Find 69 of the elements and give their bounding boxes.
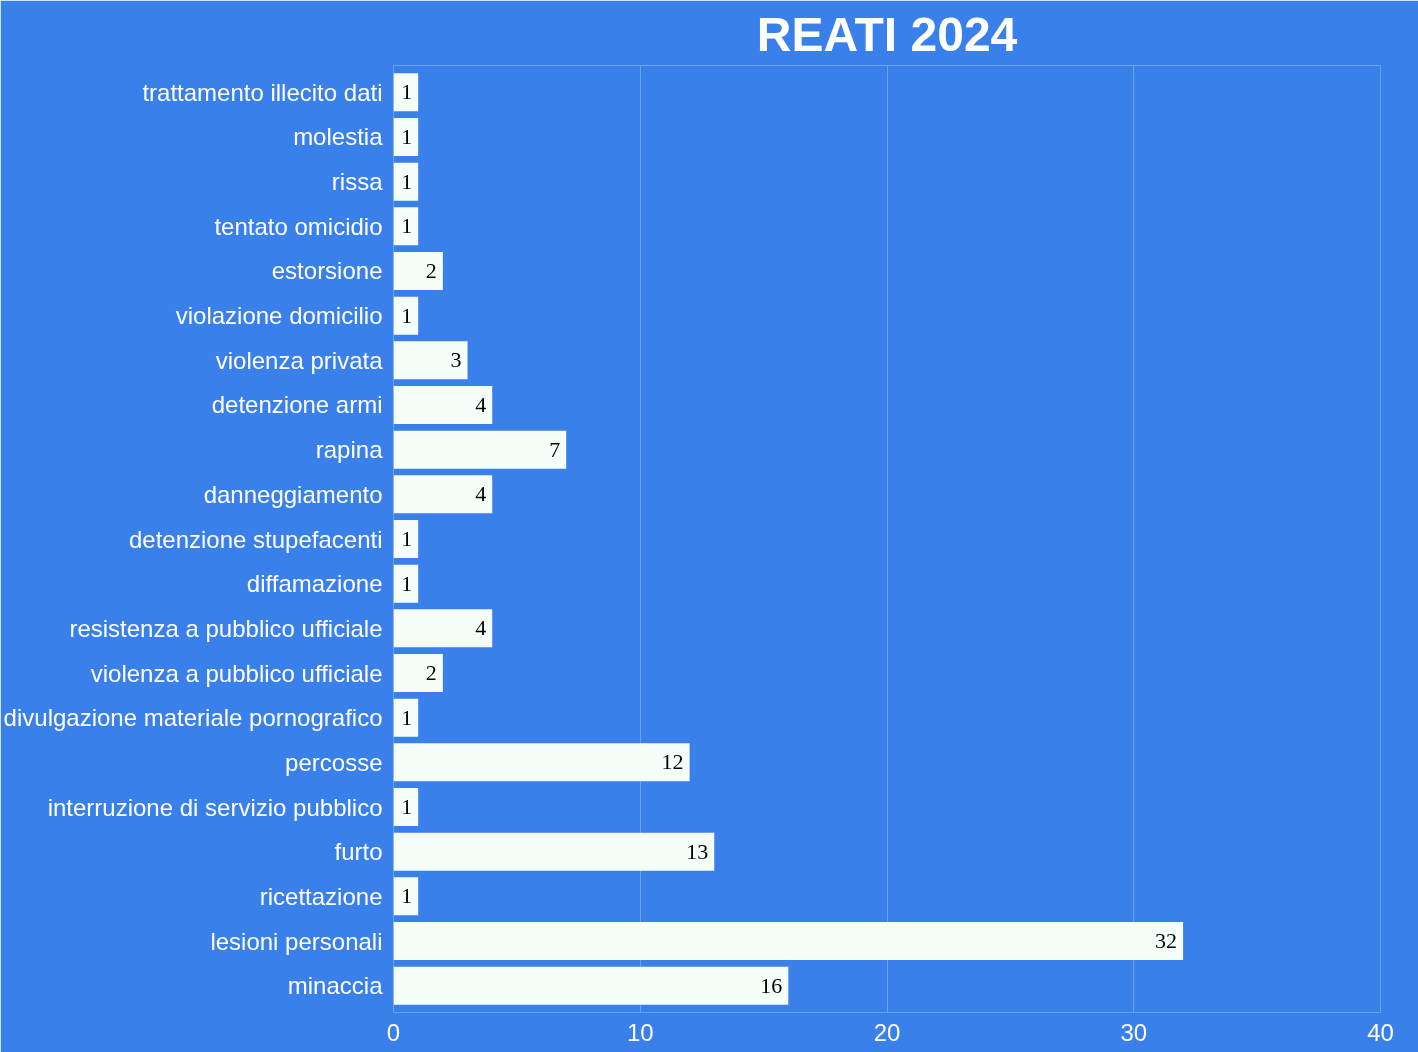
bar	[393, 162, 419, 201]
bar	[393, 341, 468, 380]
bar	[393, 832, 715, 871]
y-tick-label: danneggiamento	[203, 480, 383, 508]
y-tick-label: rissa	[331, 168, 384, 196]
data-label: 12	[661, 749, 684, 775]
bar	[393, 386, 493, 424]
bar	[393, 564, 419, 603]
data-label: 1	[401, 570, 413, 596]
chart-title: REATI 2024	[756, 7, 1018, 61]
data-label: 3	[450, 347, 462, 373]
y-tick-label: interruzione di servizio pubblico	[47, 793, 383, 821]
y-tick-label: molestia	[293, 123, 384, 151]
y-tick-label: violenza a pubblico ufficiale	[90, 659, 383, 687]
x-tick-label: 20	[873, 1018, 901, 1046]
y-tick-label: minaccia	[287, 972, 384, 1000]
y-tick-label: percosse	[285, 748, 383, 776]
data-label: 1	[401, 79, 413, 105]
x-tick-label: 40	[1367, 1018, 1394, 1046]
data-label: 2	[425, 257, 437, 283]
bar	[393, 520, 419, 558]
y-tick-label: diffamazione	[246, 570, 383, 598]
data-label: 1	[401, 213, 413, 239]
bar	[393, 73, 419, 112]
y-tick-label: divulgazione materiale pornografico	[3, 704, 383, 732]
data-label: 1	[401, 526, 413, 551]
bar	[393, 252, 443, 290]
x-tick-label: 10	[626, 1018, 654, 1046]
x-tick-label: 30	[1120, 1018, 1148, 1046]
y-tick-label: ricettazione	[259, 882, 383, 910]
y-tick-label: lesioni personali	[210, 927, 383, 955]
y-tick-label: violazione domicilio	[175, 302, 383, 330]
bar	[393, 609, 493, 648]
bar	[393, 207, 419, 246]
y-tick-label: furto	[334, 838, 383, 866]
y-tick-label: detenzione armi	[211, 391, 383, 419]
data-label: 1	[401, 168, 413, 194]
data-label: 4	[475, 481, 487, 507]
x-tick-label: 0	[386, 1018, 401, 1046]
bar	[393, 654, 443, 692]
bar	[393, 296, 419, 335]
data-label: 4	[475, 615, 487, 641]
y-tick-label: tentato omicidio	[214, 212, 383, 240]
data-label: 1	[401, 302, 413, 328]
bar	[393, 922, 1184, 961]
y-tick-label: estorsione	[271, 257, 383, 285]
data-label: 16	[760, 972, 783, 998]
data-label: 1	[401, 123, 413, 149]
y-tick-label: rapina	[315, 436, 384, 464]
data-label: 7	[549, 436, 561, 462]
bar	[393, 743, 690, 782]
y-tick-label: detenzione stupefacenti	[128, 525, 383, 553]
data-label: 2	[425, 660, 437, 686]
data-label: 4	[475, 391, 487, 417]
bar	[393, 475, 493, 514]
bar	[393, 877, 419, 916]
data-label: 32	[1155, 928, 1178, 954]
data-label: 1	[401, 704, 413, 730]
y-tick-label: trattamento illecito dati	[142, 78, 383, 106]
data-label: 1	[401, 794, 413, 820]
data-label: 13	[686, 838, 709, 864]
y-tick-label: resistenza a pubblico ufficiale	[69, 614, 383, 642]
bar	[393, 788, 419, 826]
bar	[393, 698, 419, 737]
data-label: 1	[401, 883, 413, 909]
bar	[393, 430, 567, 469]
y-tick-label: violenza privata	[215, 346, 384, 374]
bar	[393, 966, 789, 1005]
bar	[393, 117, 419, 156]
